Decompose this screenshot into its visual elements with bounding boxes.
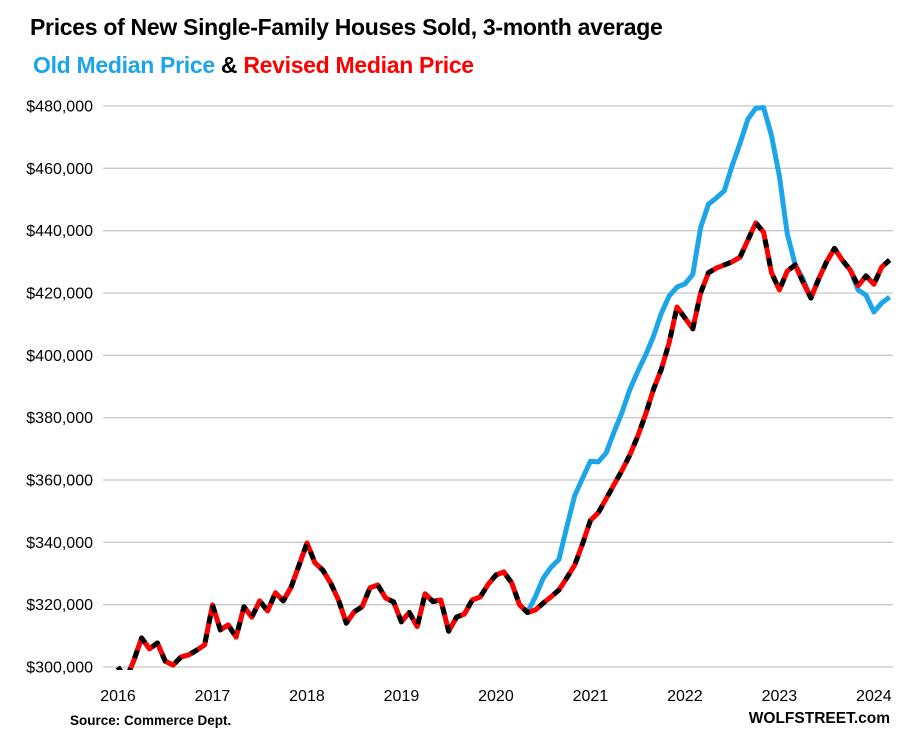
y-axis-label-380k: $380,000 (26, 410, 93, 427)
y-axis-label-440k: $440,000 (26, 223, 93, 240)
x-axis-label-2020: 2020 (478, 688, 514, 705)
y-axis-label-480k: $480,000 (26, 99, 93, 116)
y-axis-label-320k: $320,000 (26, 597, 93, 614)
series-old-median-line (115, 105, 892, 670)
x-axis-label-2024: 2024 (856, 688, 892, 705)
chart-title: Prices of New Single-Family Houses Sold,… (30, 14, 663, 40)
series-revised-median-dash-overlay (115, 220, 892, 670)
x-axis-label-2019: 2019 (384, 688, 420, 705)
y-axis-label-360k: $360,000 (26, 473, 93, 490)
y-axis-label-460k: $460,000 (26, 161, 93, 178)
y-axis-label-300k: $300,000 (26, 660, 93, 677)
x-axis-label-2018: 2018 (289, 688, 325, 705)
legend-revised-median-label: Revised Median Price (243, 52, 474, 78)
y-axis-label-340k: $340,000 (26, 535, 93, 552)
y-axis-label-420k: $420,000 (26, 286, 93, 303)
chart-legend: Old Median Price & Revised Median Price (33, 52, 474, 79)
series-revised-median-line (115, 220, 892, 670)
legend-old-median-label: Old Median Price (33, 52, 215, 78)
y-axis-label-400k: $400,000 (26, 348, 93, 365)
source-note: Source: Commerce Dept. (70, 713, 232, 728)
legend-separator: & (214, 52, 244, 78)
x-axis-label-2023: 2023 (762, 688, 798, 705)
watermark: WOLFSTREET.com (748, 710, 890, 727)
x-axis-label-2016: 2016 (100, 688, 136, 705)
x-axis-label-2021: 2021 (573, 688, 609, 705)
x-axis-label-2017: 2017 (195, 688, 231, 705)
x-axis-label-2022: 2022 (667, 688, 703, 705)
